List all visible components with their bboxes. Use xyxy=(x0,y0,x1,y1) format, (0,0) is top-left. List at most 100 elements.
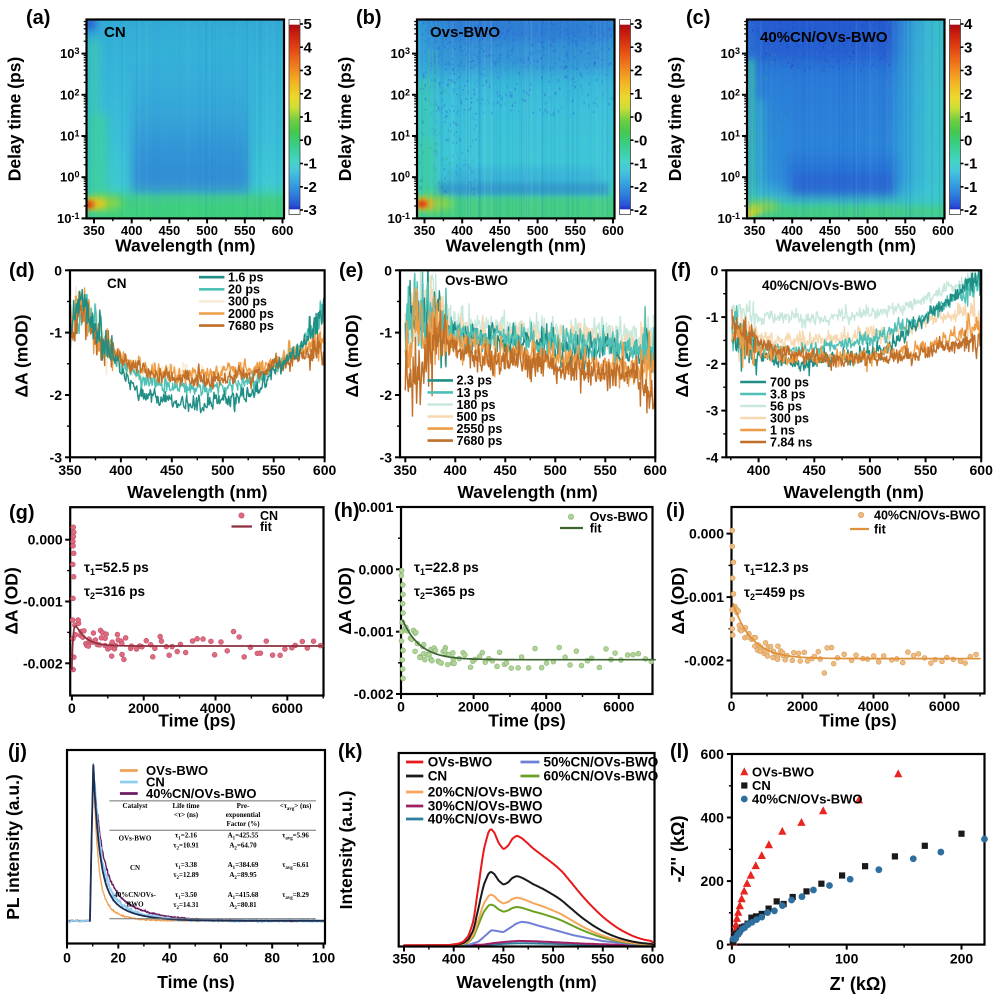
svg-text:350: 350 xyxy=(392,951,416,967)
svg-text:τavg=8.29: τavg=8.29 xyxy=(282,891,309,901)
svg-text:-2: -2 xyxy=(634,202,647,219)
svg-text:ΔA (OD): ΔA (OD) xyxy=(335,567,355,634)
svg-text:550: 550 xyxy=(894,223,916,238)
svg-text:Factor (%): Factor (%) xyxy=(226,820,260,828)
svg-text:2: 2 xyxy=(964,86,972,103)
svg-text:180 ps: 180 ps xyxy=(457,398,496,412)
svg-text:350: 350 xyxy=(58,462,82,478)
svg-text:2000: 2000 xyxy=(128,700,159,716)
svg-text:Delay time (ps): Delay time (ps) xyxy=(665,57,685,181)
svg-text:-0: -0 xyxy=(634,132,647,149)
svg-text:fit: fit xyxy=(874,523,887,537)
svg-text:5: 5 xyxy=(304,16,312,33)
svg-text:3: 3 xyxy=(964,63,972,80)
svg-text:2: 2 xyxy=(634,63,642,80)
svg-text:-0.002: -0.002 xyxy=(354,686,394,702)
svg-text:350: 350 xyxy=(83,223,105,238)
svg-text:-4: -4 xyxy=(706,449,719,465)
svg-text:1 ns: 1 ns xyxy=(770,423,795,437)
svg-text:OVs-BWO: OVs-BWO xyxy=(428,755,493,770)
svg-text:exponential: exponential xyxy=(226,811,261,819)
svg-text:550: 550 xyxy=(564,223,586,238)
svg-text:4000: 4000 xyxy=(858,698,889,714)
svg-text:-1: -1 xyxy=(706,309,719,325)
svg-text:CN: CN xyxy=(107,276,127,291)
svg-text:Pre-: Pre- xyxy=(237,802,250,810)
svg-text:Wavelength (nm): Wavelength (nm) xyxy=(446,236,586,256)
svg-text:1: 1 xyxy=(304,109,312,126)
svg-text:20 ps: 20 ps xyxy=(228,283,260,297)
svg-text:600: 600 xyxy=(602,223,624,238)
svg-text:τ1=2.16: τ1=2.16 xyxy=(175,832,197,842)
svg-text:3: 3 xyxy=(304,63,312,80)
svg-text:700 ps: 700 ps xyxy=(770,375,809,389)
svg-text:τ2=316 ps: τ2=316 ps xyxy=(84,584,145,601)
svg-text:300 ps: 300 ps xyxy=(228,295,267,309)
svg-text:4000: 4000 xyxy=(531,699,562,715)
svg-text:1: 1 xyxy=(964,109,972,126)
svg-text:CN: CN xyxy=(752,778,771,793)
svg-text:0.000: 0.000 xyxy=(358,561,393,577)
svg-text:-2: -2 xyxy=(634,179,647,196)
svg-text:4: 4 xyxy=(304,40,313,57)
svg-text:τ1=52.5 ps: τ1=52.5 ps xyxy=(84,560,149,577)
svg-text:-1: -1 xyxy=(964,179,977,196)
svg-text:2: 2 xyxy=(304,86,312,103)
svg-text:ΔA (OD): ΔA (OD) xyxy=(668,567,688,634)
svg-text:500: 500 xyxy=(857,223,879,238)
svg-text:350: 350 xyxy=(744,223,766,238)
svg-text:0: 0 xyxy=(716,937,724,953)
svg-text:Intensity (a.u.): Intensity (a.u.) xyxy=(336,791,356,910)
svg-text:600: 600 xyxy=(970,462,994,478)
svg-text:OVs-BWO: OVs-BWO xyxy=(119,835,152,843)
svg-text:30%CN/OVs-BWO: 30%CN/OVs-BWO xyxy=(428,799,543,814)
svg-text:BWO: BWO xyxy=(126,901,144,909)
svg-text:500: 500 xyxy=(541,951,565,967)
svg-text:550: 550 xyxy=(262,462,286,478)
svg-text:450: 450 xyxy=(159,223,181,238)
svg-text:-0.001: -0.001 xyxy=(23,594,63,610)
svg-text:40%CN/OVs-BWO: 40%CN/OVs-BWO xyxy=(874,509,981,523)
svg-text:τ1=12.3 ps: τ1=12.3 ps xyxy=(744,560,809,577)
svg-text:τavg=6.61: τavg=6.61 xyxy=(282,861,309,871)
svg-text:400: 400 xyxy=(444,462,468,478)
svg-text:Catalyst: Catalyst xyxy=(123,802,149,810)
svg-text:500: 500 xyxy=(858,462,882,478)
svg-text:550: 550 xyxy=(914,462,938,478)
svg-text:0: 0 xyxy=(728,951,736,967)
svg-text:60%CN/OVs-BWO: 60%CN/OVs-BWO xyxy=(544,769,659,784)
svg-text:(l): (l) xyxy=(670,741,689,763)
svg-text:550: 550 xyxy=(591,951,615,967)
svg-text:-0.001: -0.001 xyxy=(354,624,394,640)
svg-text:-3: -3 xyxy=(706,403,719,419)
svg-text:ΔA (OD): ΔA (OD) xyxy=(2,567,22,634)
svg-text:Time (ns): Time (ns) xyxy=(157,972,234,992)
svg-text:400: 400 xyxy=(442,951,466,967)
svg-text:(i): (i) xyxy=(666,500,685,522)
svg-text:τ1=3.50: τ1=3.50 xyxy=(175,891,197,901)
svg-text:7.84 ns: 7.84 ns xyxy=(770,435,812,449)
svg-text:0: 0 xyxy=(964,132,972,149)
svg-text:500 ps: 500 ps xyxy=(457,410,496,424)
svg-text:450: 450 xyxy=(489,223,511,238)
svg-text:Wavelength (nm): Wavelength (nm) xyxy=(776,236,916,256)
svg-text:600: 600 xyxy=(272,223,294,238)
svg-text:Time (ps): Time (ps) xyxy=(819,711,896,731)
svg-text:40: 40 xyxy=(162,950,178,966)
svg-text:40%CN/OVs-BWO: 40%CN/OVs-BWO xyxy=(752,792,863,807)
svg-text:ΔA (mOD): ΔA (mOD) xyxy=(12,315,32,398)
svg-text:-Z'' (kΩ): -Z'' (kΩ) xyxy=(668,816,688,883)
svg-text:CN: CN xyxy=(130,864,140,872)
svg-text:7680 ps: 7680 ps xyxy=(457,434,503,448)
svg-text:(c): (c) xyxy=(686,7,710,29)
svg-text:3.8 ps: 3.8 ps xyxy=(770,387,805,401)
svg-text:τavg=5.96: τavg=5.96 xyxy=(282,832,309,842)
svg-text:-1: -1 xyxy=(964,156,977,173)
svg-text:500: 500 xyxy=(527,223,549,238)
svg-text:6000: 6000 xyxy=(603,699,634,715)
svg-text:-2: -2 xyxy=(706,356,719,372)
svg-text:400: 400 xyxy=(109,462,133,478)
svg-text:fit: fit xyxy=(590,522,603,536)
svg-text:Ovs-BWO: Ovs-BWO xyxy=(590,510,649,524)
svg-text:56 ps: 56 ps xyxy=(770,399,802,413)
